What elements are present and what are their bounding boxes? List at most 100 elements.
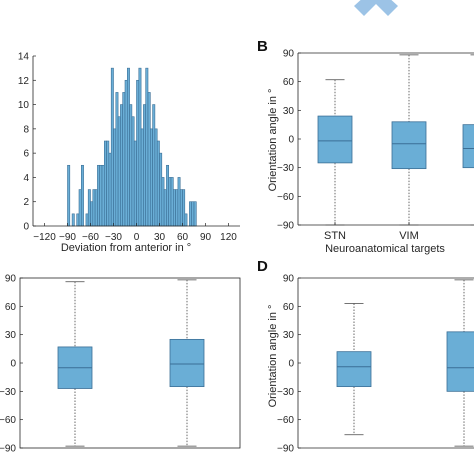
histogram-bar — [189, 201, 192, 227]
histogram-bar — [113, 128, 117, 227]
panel-b-y-tick-label: −30 — [277, 163, 294, 174]
panel-b-y-tick-label: 0 — [288, 135, 294, 146]
panel-d-y-tick-label: −30 — [277, 387, 294, 398]
panel-letter-b: B — [257, 38, 268, 55]
histogram-bar — [143, 104, 146, 227]
histogram-bar — [129, 104, 133, 227]
histogram-x-tick-label: −120 — [33, 232, 56, 243]
boxplot-panel-d: D Orientation angle in ° −90 −60 −30 0 30 60 9… — [257, 258, 474, 453]
histogram-bar — [168, 177, 172, 227]
panel-b-y-axis-label: Orientation angle in ° — [267, 89, 279, 192]
histogram-bar — [182, 189, 186, 227]
panel-c-y-tick-label: −90 — [0, 444, 16, 453]
panel-c-y-tick-label: 0 — [10, 359, 16, 370]
panel-c-y-tick-label: −60 — [0, 415, 16, 426]
histogram-bar — [179, 189, 183, 227]
histogram-y-tick-label: 8 — [23, 124, 29, 135]
histogram-y-tick-label: 6 — [23, 149, 29, 160]
histogram-panel: −120 −90 −60 −30 0 30 60 90 120 0 2 4 6 8 10 12 14 Devia… — [18, 52, 240, 254]
histogram-bar — [173, 189, 176, 227]
histogram-bar — [177, 177, 181, 227]
panel-c-y-tick-label: 30 — [5, 330, 17, 341]
histogram-bar — [163, 189, 167, 227]
histogram-bar — [117, 116, 121, 227]
histogram-bar — [145, 67, 149, 227]
histogram-bar — [131, 116, 135, 227]
histogram-bar — [124, 79, 128, 227]
histogram-bar — [154, 128, 158, 227]
histogram-bar — [92, 189, 96, 227]
histogram-bar — [81, 164, 84, 227]
panel-c-y-tick-label: 60 — [5, 302, 17, 313]
panel-d-y-axis-label: Orientation angle in ° — [267, 305, 279, 408]
histogram-x-axis-label: Deviation from anterior in ° — [61, 242, 191, 254]
histogram-bar — [85, 213, 89, 227]
histogram-bar — [170, 177, 174, 227]
panel-b-y-tick-label: 90 — [283, 49, 295, 60]
histogram-bar — [175, 189, 179, 227]
histogram-x-tick-label: −90 — [59, 232, 76, 243]
histogram-bar — [136, 79, 140, 227]
panel-c-box — [169, 338, 205, 388]
histogram-bar — [104, 140, 107, 227]
histogram-bar — [152, 104, 156, 227]
panel-b-x-tick-label: STN — [324, 230, 346, 242]
histogram-bar — [108, 152, 112, 227]
panel-d-y-tick-label: −90 — [277, 444, 294, 453]
histogram-bar — [150, 128, 153, 227]
panel-d-y-tick-label: 0 — [288, 359, 294, 370]
panel-c-y-tick-label: 90 — [5, 274, 17, 285]
panel-b-x-axis-label: Neuroanatomical targets — [325, 243, 445, 255]
histogram-y-tick-label: 14 — [18, 52, 30, 63]
boxplot-panel-c: −90 −60 −30 0 30 60 90 — [0, 274, 241, 453]
histogram-bar — [133, 140, 137, 227]
histogram-x-tick-label: 0 — [134, 232, 140, 243]
histogram-bar — [97, 164, 101, 227]
histogram-bar — [138, 67, 142, 227]
panel-b-plot: −90 −60 −30 0 30 60 90 STN VIM — [277, 49, 474, 242]
histogram-y-tick-label: 12 — [18, 76, 30, 87]
histogram-bar — [147, 92, 151, 227]
histogram-bar — [101, 164, 105, 227]
panel-b-x-tick-label: VIM — [399, 230, 419, 242]
histogram-bar — [71, 213, 75, 227]
panel-letter-d: D — [257, 258, 268, 275]
histogram-y-tick-label: 2 — [23, 197, 29, 208]
histogram-y-tick-label: 4 — [23, 173, 29, 184]
panel-d-box — [446, 331, 474, 392]
histogram-bar — [90, 201, 94, 227]
histogram-bar — [67, 164, 71, 227]
panel-d-y-tick-label: 30 — [283, 330, 295, 341]
histogram-bar — [110, 67, 114, 227]
histogram-bar — [76, 213, 80, 227]
histogram-bar — [106, 140, 110, 227]
panel-b-y-tick-label: 30 — [283, 106, 295, 117]
histogram-y-tick-label: 0 — [23, 222, 29, 233]
panel-d-box — [336, 351, 372, 388]
chevron-up-icon — [354, 0, 398, 16]
histogram-bar — [87, 189, 91, 227]
histogram-bar — [120, 104, 124, 227]
panel-d-y-tick-label: −60 — [277, 415, 294, 426]
histogram-x-tick-label: −60 — [82, 232, 99, 243]
panel-b-box — [317, 115, 353, 164]
histogram-bar — [184, 213, 188, 227]
panel-c-y-tick-label: −30 — [0, 387, 16, 398]
panel-d-y-tick-label: 90 — [283, 274, 295, 285]
histogram-bar — [115, 92, 119, 227]
panel-b-y-tick-label: 60 — [283, 77, 295, 88]
histogram-bar — [140, 128, 144, 227]
histogram-x-tick-label: 120 — [220, 232, 237, 243]
panel-b-box — [462, 124, 474, 169]
histogram-bar — [127, 67, 130, 227]
histogram-x-tick-label: −30 — [105, 232, 122, 243]
panel-b-y-tick-label: −60 — [277, 192, 294, 203]
histogram-bar — [166, 164, 169, 227]
histogram-y-tick-label: 10 — [18, 100, 30, 111]
panel-b-box — [391, 121, 427, 170]
histogram-bar — [191, 201, 195, 227]
histogram-x-tick-label: 60 — [177, 232, 189, 243]
panel-c-frame — [19, 277, 241, 449]
panel-b-y-tick-label: −90 — [277, 221, 294, 232]
